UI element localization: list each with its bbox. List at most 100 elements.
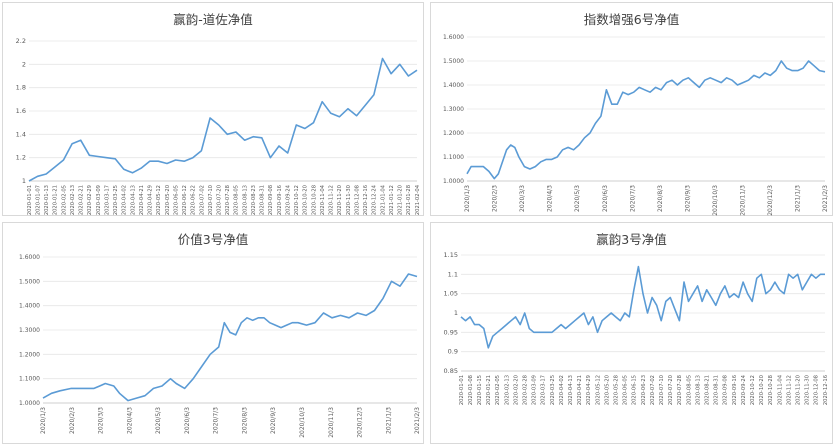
- x-tick-label: 2020-06-23: [641, 375, 647, 405]
- y-tick-label: 1.1: [448, 270, 458, 278]
- x-tick-label: 2021/1/3: [795, 185, 802, 212]
- x-tick-label: 2020/4/3: [547, 185, 554, 212]
- series-line: [466, 60, 826, 180]
- x-tick-label: 2020-07-28: [225, 185, 231, 215]
- x-tick-label: 2021-01-04: [380, 184, 386, 215]
- y-tick-label: 0.95: [444, 328, 458, 336]
- x-tick-label: 2020-06-22: [191, 185, 197, 215]
- x-tick-label: 2020-10-20: [303, 185, 309, 215]
- x-tick-label: 2020-04-29: [586, 375, 592, 405]
- x-tick-label: 2020-04-21: [139, 185, 145, 215]
- x-tick-label: 2020-07-20: [217, 185, 223, 215]
- x-tick-label: 2020-05-20: [165, 185, 171, 215]
- x-tick-label: 2020-08-05: [686, 375, 692, 405]
- x-tick-label: 2020-09-08: [268, 185, 274, 215]
- x-tick-label: 2020-05-28: [614, 375, 620, 405]
- x-tick-label: 2020/8/3: [241, 407, 248, 434]
- x-tick-label: 2020-02-20: [513, 375, 519, 405]
- x-tick-label: 2020-02-05: [61, 185, 67, 215]
- x-tick-label: 2020-09-08: [723, 375, 729, 405]
- x-tick-label: 2020-03-25: [113, 185, 119, 215]
- x-tick-label: 2020-07-10: [208, 185, 214, 215]
- x-tick-label: 2020-11-12: [786, 375, 792, 405]
- y-tick-label: 1.1000: [19, 376, 40, 383]
- x-tick-label: 2020-01-08: [468, 375, 474, 405]
- chart-panel-yingyun-3: 赢韵3号净值 0.85 0.9 0.95 1 1.05 1.1 1.15 2020-01-01…: [430, 222, 833, 444]
- x-tick-label: 2020-03-09: [96, 185, 102, 215]
- x-tick-label: 2020/12/3: [767, 185, 774, 216]
- y-tick-label: 1.4000: [19, 303, 40, 310]
- x-tick-label: 2020-09-24: [285, 184, 291, 215]
- x-tick-label: 2020/9/3: [684, 185, 691, 212]
- series-line: [460, 265, 825, 349]
- y-tick-label: 1.2000: [443, 130, 464, 137]
- x-tick-label: 2020/11/3: [328, 407, 335, 438]
- x-tick-label: 2020-08-31: [714, 375, 720, 405]
- x-tick-label: 2020-01-21: [486, 375, 492, 405]
- chart-svg: 1.0000 1.1000 1.2000 1.3000 1.4000 1.5000 1.60…: [19, 254, 421, 438]
- x-tick-label: 2020/11/3: [739, 185, 746, 216]
- y-tick-label: 1.6000: [19, 254, 40, 261]
- x-tick-label: 2020-04-13: [130, 185, 136, 215]
- y-tick-label: 1.8: [16, 84, 26, 92]
- chart-title: 赢韵3号净值: [596, 232, 667, 247]
- x-tick-label: 2021/2/3: [822, 185, 829, 212]
- x-tick-label: 2020-02-29: [87, 185, 93, 215]
- x-tick-label: 2020/7/3: [629, 185, 636, 212]
- x-tick-label: 2021/1/3: [385, 407, 392, 434]
- y-tick-label: 1.15: [444, 251, 458, 259]
- x-tick-label: 2020-06-12: [182, 185, 188, 215]
- y-tick-label: 1.05: [444, 290, 458, 298]
- x-tick-label: 2020/3/3: [98, 407, 105, 434]
- x-tick-label: 2020-11-04: [777, 374, 783, 405]
- x-tick-label: 2020-11-20: [796, 375, 802, 405]
- x-tick-label: 2020-02-13: [504, 375, 510, 405]
- x-tick-label: 2020-03-25: [550, 375, 556, 405]
- x-tick-label: 2020/6/3: [184, 407, 191, 434]
- y-tick-label: 1.4: [16, 130, 26, 138]
- x-tick-label: 2020-03-09: [532, 375, 538, 405]
- chart-panel-yingyun-daozuo: 赢韵-道佐净值 1 1.2 1.4 1.6 1.8 2 2.2 2020-01-01 2020-…: [2, 2, 424, 216]
- x-tick-label: 2021-02-04: [415, 184, 421, 215]
- x-tick-label: 2020/2/3: [69, 407, 76, 434]
- x-tick-label: 2020/1/3: [40, 407, 47, 434]
- x-tick-label: 2020/5/3: [155, 407, 162, 434]
- x-tick-label: 2020-01-13: [44, 185, 50, 215]
- x-tick-label: 2020-07-10: [659, 375, 665, 405]
- x-tick-label: 2020/10/3: [712, 185, 719, 216]
- x-tick-label: 2020-03-17: [541, 375, 547, 405]
- y-tick-label: 2.2: [16, 37, 26, 45]
- x-tick-label: 2020-08-23: [251, 185, 257, 215]
- x-tick-label: 2020-02-13: [70, 185, 76, 215]
- x-tick-label: 2020-11-30: [805, 375, 811, 405]
- chart-panel-value-3: 价值3号净值 1.0000 1.1000 1.2000 1.3000 1.4000 1.5…: [2, 222, 424, 444]
- x-tick-label: 2021-01-20: [398, 185, 404, 215]
- x-tick-label: 2020-12-08: [814, 375, 820, 405]
- chart-title: 赢韵-道佐净值: [173, 12, 253, 27]
- x-tick-label: 2020-10-12: [294, 185, 300, 215]
- x-tick-label: 2020-01-15: [477, 375, 483, 405]
- y-tick-label: 0.9: [448, 348, 458, 356]
- x-tick-label: 2020-01-01: [459, 375, 465, 405]
- x-tick-label: 2020-08-13: [695, 375, 701, 405]
- x-tick-label: 2020/2/3: [492, 185, 499, 212]
- x-tick-label: 2020-05-20: [604, 375, 610, 405]
- x-tick-label: 2020-07-02: [650, 375, 656, 405]
- x-tick-label: 2020-02-28: [523, 375, 529, 405]
- series-line: [42, 273, 418, 402]
- y-tick-label: 1.0000: [19, 400, 40, 407]
- x-tick-label: 2020-12-24: [372, 184, 378, 215]
- x-tick-label: 2020-07-02: [199, 185, 205, 215]
- x-tick-label: 2020-09-16: [732, 375, 738, 405]
- chart-title: 价值3号净值: [177, 232, 249, 247]
- x-tick-label: 2020-10-20: [759, 375, 765, 405]
- y-tick-label: 2: [22, 60, 26, 68]
- y-tick-label: 1.3000: [443, 106, 464, 113]
- x-tick-label: 2020-06-15: [632, 375, 638, 405]
- y-tick-label: 1.5000: [443, 58, 464, 65]
- x-tick-label: 2020-12-16: [823, 375, 829, 405]
- x-tick-label: 2020/8/3: [657, 185, 664, 212]
- y-tick-label: 1.6: [16, 107, 26, 115]
- x-tick-label: 2020-04-21: [577, 375, 583, 405]
- x-tick-label: 2020-10-12: [750, 375, 756, 405]
